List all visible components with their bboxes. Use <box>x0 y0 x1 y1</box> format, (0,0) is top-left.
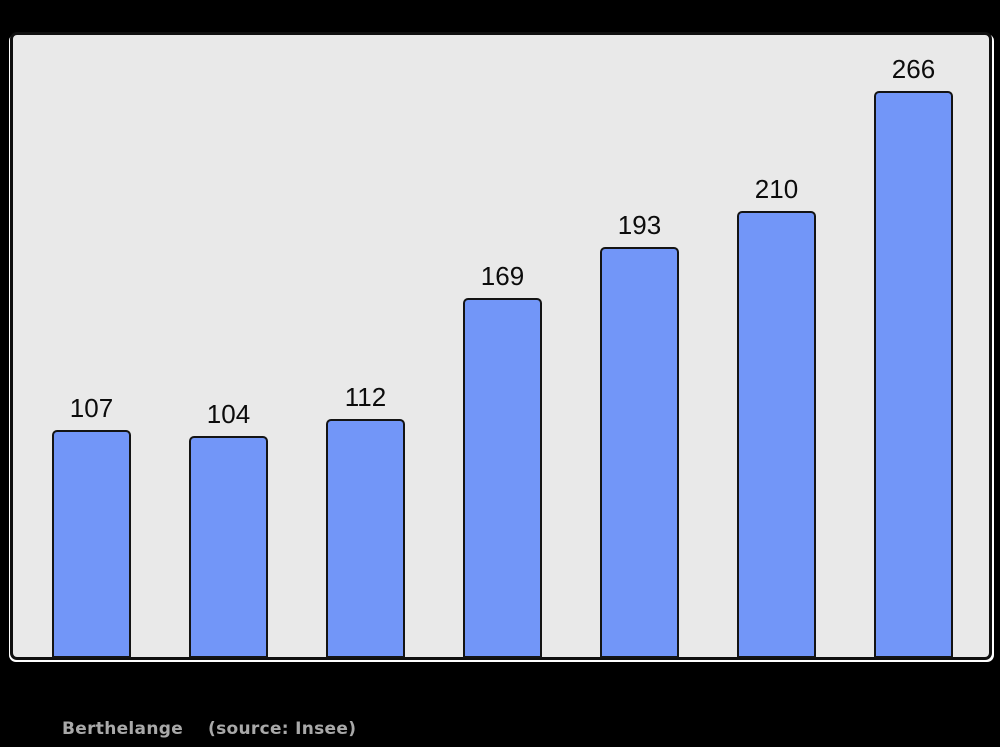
bar-value-label: 104 <box>206 399 251 429</box>
chart-caption: Berthelange (source: Insee) <box>62 719 356 739</box>
bar: 193 <box>600 212 679 658</box>
bar: 266 <box>874 56 953 658</box>
bar: 210 <box>737 176 816 658</box>
bar: 104 <box>189 401 268 658</box>
bar-value-label: 193 <box>617 210 662 240</box>
bar-value-label: 112 <box>344 382 387 412</box>
plot-area: 107 104 112 169 193 210 266 <box>10 32 992 660</box>
caption-source: (source: Insee) <box>208 719 357 739</box>
bar: 169 <box>463 263 542 658</box>
bar-value-label: 210 <box>754 174 799 204</box>
bar-value-label: 266 <box>891 54 936 84</box>
caption-commune-name: Berthelange <box>62 719 184 739</box>
bar-value-label: 107 <box>69 393 114 423</box>
bar: 112 <box>326 384 405 658</box>
bar-value-label: 169 <box>480 261 525 291</box>
bar: 107 <box>52 395 131 658</box>
bars-container: 107 104 112 169 193 210 266 <box>13 35 989 658</box>
